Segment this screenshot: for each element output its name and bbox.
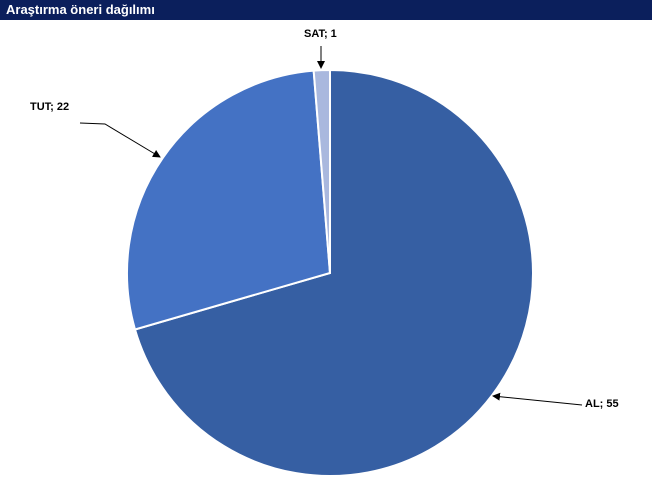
- pie-slice-sat: [312, 68, 331, 274]
- chart-title: Araştırma öneri dağılımı: [0, 0, 652, 20]
- leader-line-al: [492, 392, 583, 406]
- leader-line-tut: [79, 122, 161, 158]
- data-label-al: AL; 55: [585, 398, 619, 410]
- pie-slice-tut: [125, 69, 332, 331]
- data-label-sat: SAT; 1: [304, 28, 337, 40]
- data-label-tut: TUT; 22: [30, 101, 69, 113]
